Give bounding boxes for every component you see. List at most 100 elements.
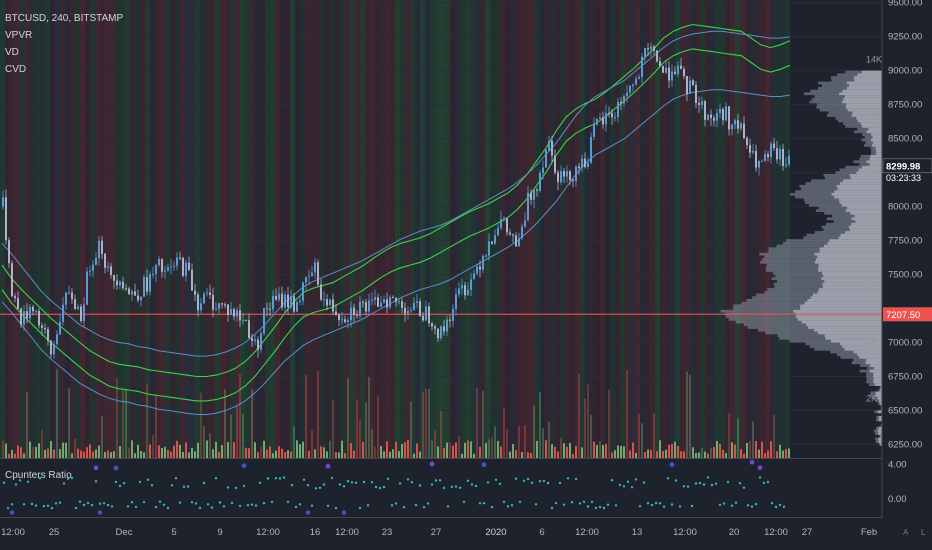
candle-body [770,143,772,158]
profile-bar-inner [800,304,882,308]
volume-bar [410,401,412,458]
indicator-dot [658,502,662,505]
indicator-dot [618,483,622,487]
indicator-dot [302,478,306,481]
indicator-dot [170,484,174,487]
volume-bar [386,441,388,458]
candle-body [545,150,547,168]
volume-bar [185,442,187,458]
candle-body [437,328,439,339]
indicator-dot [42,504,46,508]
candle-body [740,123,742,129]
candle-body [455,294,457,309]
vd-stripe [35,0,40,458]
indicator-dot [130,501,134,504]
indicator-dot [590,500,594,504]
volume-bar [734,444,736,458]
volume-bar [491,437,493,458]
volume-bar [146,383,148,458]
volume-bars [2,369,790,458]
candle-body [113,275,115,281]
last-price-badge [882,158,932,174]
vd-stripe [590,0,595,458]
vd-stripe [625,0,630,458]
candle-body [152,274,154,276]
vd-stripe [170,0,175,458]
candle-body [638,77,640,79]
vd-stripe [90,0,95,458]
indicator-dots [2,459,786,515]
vd-stripe [465,0,470,458]
candle-body [692,80,694,86]
candle-body [254,339,256,341]
indicator-dot [666,477,670,480]
volume-bar [53,449,55,458]
vd-stripe [60,0,65,458]
volume-bar [305,374,307,458]
vd-stripe [305,0,310,458]
candle-body [500,219,502,228]
candle-body [335,311,337,315]
vd-stripe [470,0,475,458]
candle-body [230,309,232,316]
candle-body [623,95,625,104]
profile-bar-inner [861,125,882,128]
vd-stripe [240,0,245,458]
indicator-dot-low [9,510,15,515]
candle-body [713,117,715,121]
indicator-dot [246,504,250,507]
indicator-title[interactable]: Cpunters Ratio [5,470,72,481]
vd-stripe [275,0,280,458]
candle-body [497,227,499,236]
candle-body [362,301,364,303]
volume-bar [758,449,760,458]
indicator-dot [390,504,394,507]
candle-body [188,262,190,270]
volume-bar [494,426,496,458]
volume-bar [140,451,142,458]
volume-bar [356,399,358,458]
profile-bar-inner [845,106,882,109]
indicator-dot [762,481,766,485]
profile-bar-inner [838,236,882,240]
overlay-label[interactable]: VD [5,47,19,58]
volume-bar [350,442,352,458]
chart-title[interactable]: BTCUSD, 240, BITSTAMP [5,13,124,24]
candle-body [737,120,739,129]
volume-bar [116,378,118,458]
vd-stripe [175,0,180,458]
overlay-label[interactable]: VPVR [5,30,33,41]
volume-bar [509,451,511,458]
profile-bar-inner [817,290,882,294]
candle-body [776,148,778,160]
volume-bar [632,442,634,458]
profile-bar-inner [807,298,882,302]
candle-body [512,234,514,236]
vd-stripe [335,0,340,458]
volume-bar [686,371,688,458]
profile-bar-inner [801,320,882,324]
overlay-label[interactable]: CVD [5,64,27,75]
profile-bar-inner [849,228,882,232]
volume-bar [338,452,340,458]
volume-bar [92,451,94,458]
volume-bar [215,441,217,458]
candle-body [746,138,748,146]
indicator-dot [398,482,402,485]
vd-stripe [125,0,130,458]
indicator-dot [386,477,390,480]
indicator-dot-low [341,510,347,515]
volume-bar [56,369,58,458]
profile-bar-inner [856,116,882,120]
indicator-dot [566,477,570,480]
profile-bar-inner [850,176,882,180]
volume-bar [470,441,472,458]
candle-body [704,101,706,120]
candle-body [182,257,184,276]
volume-bar [14,453,16,458]
candle-body [443,326,445,332]
candle-body [731,124,733,130]
candle-body [710,114,712,118]
